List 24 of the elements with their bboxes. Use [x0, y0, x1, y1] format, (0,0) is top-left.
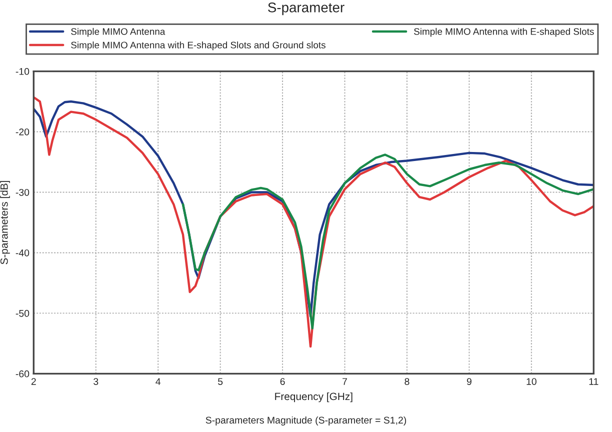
y-tick-label: -40 — [16, 249, 30, 256]
x-tick-label: 7 — [342, 378, 347, 385]
legend-label: Simple MIMO Antenna — [71, 28, 166, 37]
x-tick-label: 11 — [589, 378, 598, 385]
x-tick-label: 8 — [404, 378, 410, 385]
x-axis-title: Frequency [GHz] — [275, 392, 352, 402]
y-tick-label: -20 — [16, 128, 30, 136]
y-axis-title: S-parameters [dB] — [0, 180, 10, 264]
line-series — [182, 154, 594, 330]
text: S-parameters Magnitude (S-parameter = S1,2) — [206, 416, 406, 426]
y-tick-label: -10 — [16, 68, 30, 75]
chart-title: S-parameter — [268, 2, 344, 16]
x-tick-label: 9 — [466, 378, 472, 385]
legend-label: Simple MIMO Antenna with E-shaped Slots and Ground slots — [71, 41, 326, 50]
x-tick-label: 6 — [280, 378, 285, 385]
x-tick-label: 5 — [218, 378, 223, 385]
y-tick-label: -60 — [16, 370, 30, 378]
x-tick-label: 3 — [94, 378, 98, 385]
legend-label: Simple MIMO Antenna with E-shaped Slots — [414, 28, 594, 37]
x-tick-label: 4 — [156, 378, 161, 385]
y-tick-label: -50 — [16, 310, 30, 317]
x-tick-label: 2 — [31, 378, 36, 385]
x-tick-label: 10 — [526, 378, 536, 385]
y-tick-label: -30 — [16, 188, 30, 196]
